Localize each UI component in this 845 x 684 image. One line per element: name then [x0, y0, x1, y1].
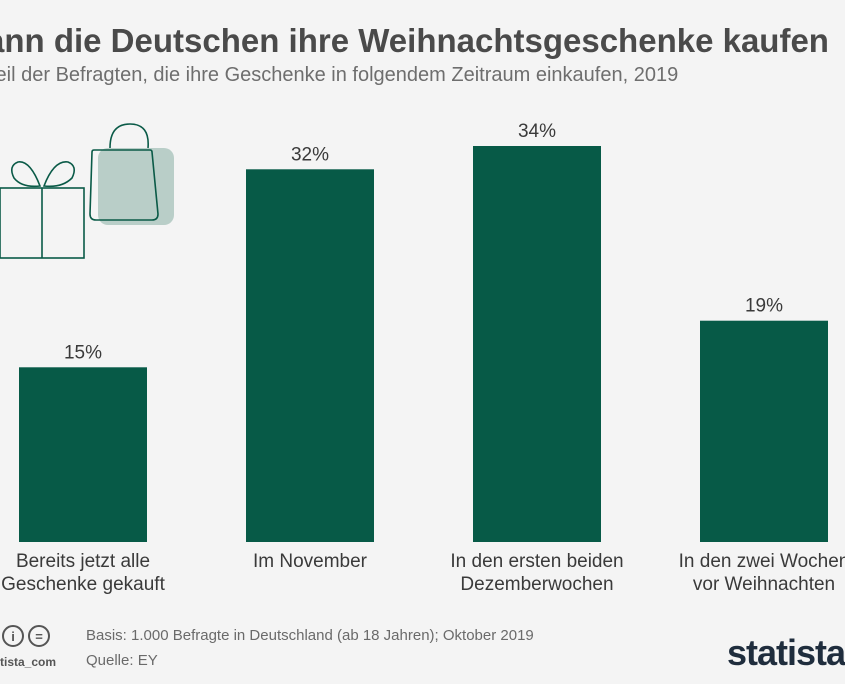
category-label-3-line-2: Dezemberwochen	[460, 574, 613, 595]
license-icons: i =	[2, 625, 50, 647]
value-label-4: 19%	[745, 296, 783, 317]
cc-noderivs-icon: =	[28, 625, 50, 647]
value-label-1: 15%	[64, 342, 102, 363]
category-label-2-line-1: Im November	[253, 551, 368, 572]
category-label-1-line-1: Bereits jetzt alle	[16, 551, 150, 572]
basis-note: Basis: 1.000 Befragte in Deutschland (ab…	[86, 627, 534, 644]
bar-2	[246, 169, 374, 542]
category-label-3-line-1: In den ersten beiden	[450, 551, 623, 572]
category-label-1-line-2: Geschenke gekauft	[1, 574, 165, 595]
statista-url: tista_com	[0, 655, 57, 669]
gift-and-bag-illustration	[0, 123, 174, 259]
shopping-bag-icon	[89, 123, 174, 225]
chart-title: ann die Deutschen ihre Weihnachtsgeschen…	[0, 22, 829, 59]
bar-1	[19, 367, 147, 542]
chart-subtitle: teil der Befragten, die ihre Geschenke i…	[0, 64, 679, 86]
value-label-3: 34%	[518, 121, 556, 142]
bar-4	[700, 320, 828, 542]
statista-logo: statista	[726, 632, 845, 673]
gift-icon	[0, 161, 85, 259]
value-label-2: 32%	[291, 144, 329, 165]
source-note: Quelle: EY	[86, 652, 158, 669]
category-label-4-line-1: In den zwei Wochen	[679, 551, 845, 572]
bar-3	[473, 146, 601, 542]
category-label-4-line-2: vor Weihnachten	[693, 574, 835, 595]
cc-attribution-icon: i	[2, 625, 24, 647]
